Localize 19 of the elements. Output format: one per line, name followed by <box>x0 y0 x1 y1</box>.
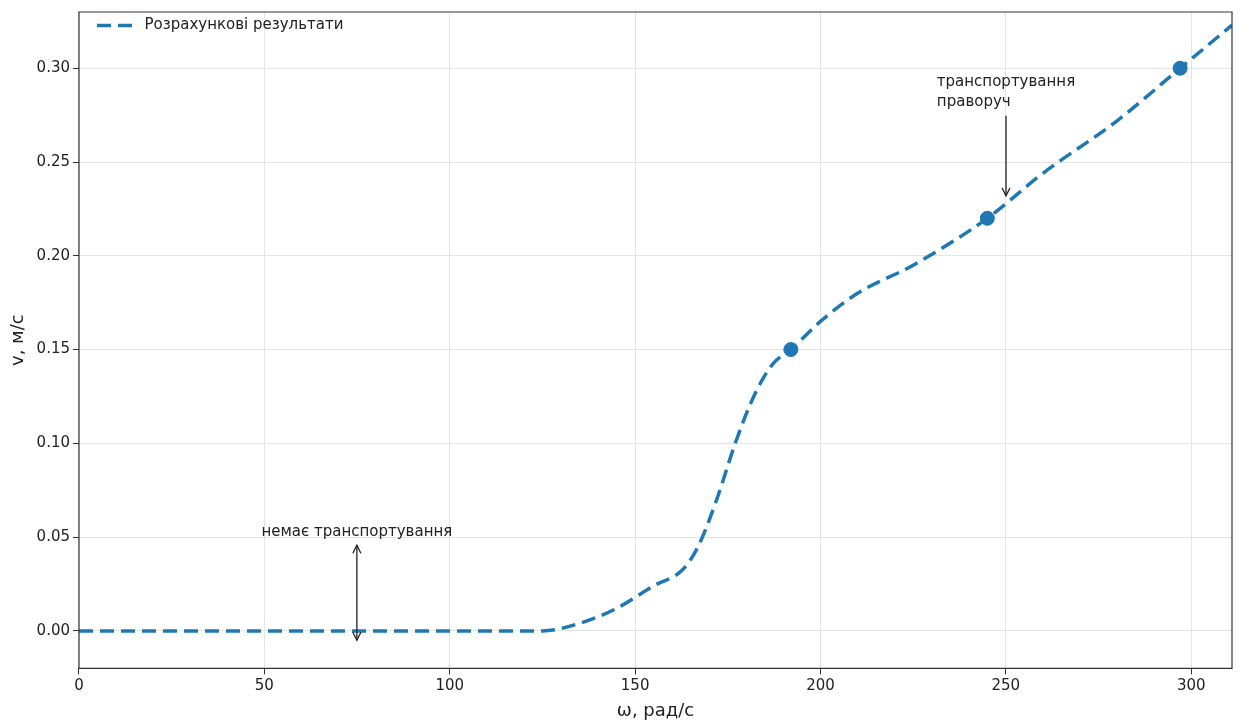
x-tick-label: 150 <box>620 676 650 695</box>
x-tick-label: 250 <box>991 676 1021 695</box>
y-tick-label: 0.15 <box>36 339 70 358</box>
x-tick-label: 0 <box>74 676 84 695</box>
annotation: транспортування праворуч <box>936 72 1076 111</box>
x-tick-label: 100 <box>435 676 465 695</box>
y-axis-title: v, м/с <box>6 314 28 367</box>
y-tick-label: 0.05 <box>36 527 70 546</box>
x-tick-label: 50 <box>254 676 274 695</box>
y-tick-label: 0.20 <box>36 245 70 264</box>
y-tick-label: 0.10 <box>36 433 70 452</box>
legend-label: Розрахункові результати <box>144 15 344 34</box>
y-tick-label: 0.25 <box>36 151 70 170</box>
x-axis-title: ω, рад/с <box>616 698 695 720</box>
y-tick-label: 0.30 <box>36 58 70 77</box>
annotation: немає транспортування <box>261 521 453 540</box>
y-tick-label: 0.00 <box>36 620 70 639</box>
x-tick-label: 200 <box>806 676 835 695</box>
x-tick-label: 300 <box>1176 676 1206 695</box>
